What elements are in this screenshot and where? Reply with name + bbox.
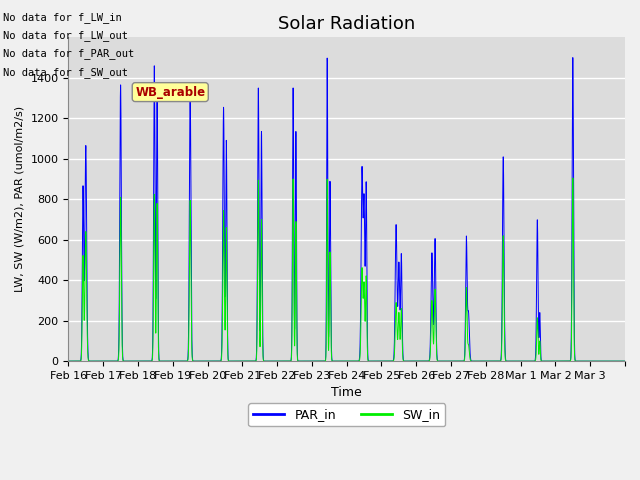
Text: No data for f_PAR_out: No data for f_PAR_out [3,48,134,60]
PAR_in [569,55,577,60]
SW_in [621,358,629,364]
Text: WB_arable: WB_arable [135,85,205,98]
SW_in [367,358,375,364]
X-axis label: Time: Time [332,386,362,399]
Line: PAR_in: PAR_in [68,58,625,361]
Text: No data for f_LW_in: No data for f_LW_in [3,12,122,23]
PAR_in [499,156,507,161]
Legend: PAR_in, SW_in: PAR_in, SW_in [248,403,445,426]
Text: No data for f_LW_out: No data for f_LW_out [3,30,128,41]
SW_in [65,358,72,364]
Text: No data for f_SW_out: No data for f_SW_out [3,67,128,78]
SW_in [541,358,549,364]
SW_in [527,358,534,364]
PAR_in [65,358,72,364]
PAR_in [541,358,549,364]
SW_in [569,175,577,181]
PAR_in [621,358,629,364]
SW_in [499,234,507,240]
PAR_in [527,358,534,364]
PAR_in [397,253,405,259]
PAR_in [367,358,375,364]
Title: Solar Radiation: Solar Radiation [278,15,415,33]
SW_in [397,307,405,313]
Y-axis label: LW, SW (W/m2), PAR (umol/m2/s): LW, SW (W/m2), PAR (umol/m2/s) [15,106,25,292]
PAR_in [180,358,188,364]
Line: SW_in: SW_in [68,178,625,361]
SW_in [180,358,188,364]
